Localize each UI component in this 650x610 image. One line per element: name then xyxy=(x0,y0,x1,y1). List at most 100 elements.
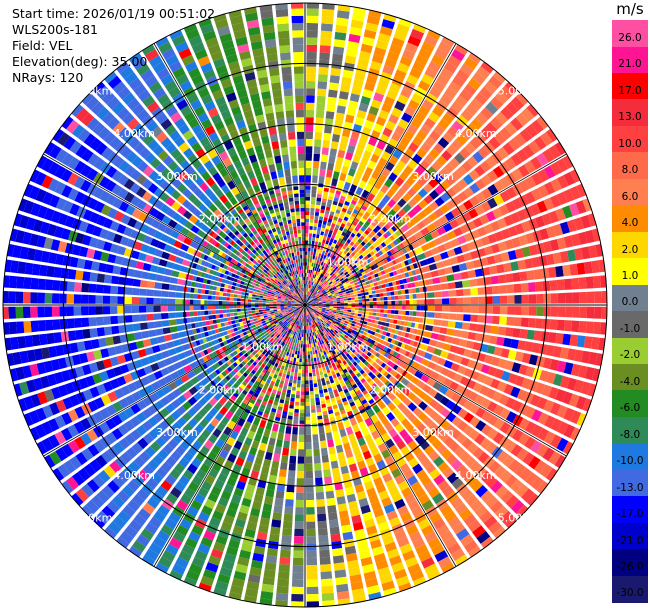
velocity-gate xyxy=(338,330,343,335)
velocity-gate xyxy=(179,518,193,530)
velocity-gate xyxy=(305,146,313,154)
velocity-gate xyxy=(254,456,263,466)
velocity-gate xyxy=(346,395,352,401)
velocity-gate xyxy=(260,358,265,363)
velocity-gate xyxy=(318,352,322,357)
velocity-gate xyxy=(159,407,170,418)
velocity-gate xyxy=(332,341,337,346)
velocity-gate xyxy=(360,226,366,232)
velocity-gate xyxy=(316,230,321,235)
velocity-gate xyxy=(328,261,333,266)
velocity-gate xyxy=(472,525,486,539)
velocity-gate xyxy=(357,290,362,294)
velocity-gate xyxy=(372,404,381,414)
velocity-gate xyxy=(237,511,248,522)
velocity-gate xyxy=(357,57,370,68)
velocity-gate xyxy=(387,209,397,218)
velocity-gate xyxy=(305,273,307,277)
velocity-gate xyxy=(557,175,569,189)
velocity-gate xyxy=(417,80,431,92)
velocity-gate xyxy=(305,298,307,303)
velocity-gate xyxy=(442,343,452,351)
velocity-gate xyxy=(144,548,159,561)
velocity-gate xyxy=(537,412,549,426)
velocity-gate xyxy=(316,267,319,272)
velocity-gate xyxy=(357,238,363,244)
velocity-gate xyxy=(351,212,357,218)
velocity-gate xyxy=(250,321,255,326)
velocity-gate xyxy=(93,349,103,360)
velocity-gate xyxy=(343,296,348,299)
velocity-gate xyxy=(448,290,457,297)
velocity-gate xyxy=(400,87,413,99)
velocity-gate xyxy=(342,330,347,335)
velocity-gate xyxy=(92,474,106,488)
velocity-gate xyxy=(309,273,312,278)
velocity-gate xyxy=(521,246,531,258)
velocity-gate xyxy=(272,324,276,328)
velocity-gate xyxy=(132,540,146,553)
velocity-gate xyxy=(453,246,463,255)
velocity-gate xyxy=(299,306,303,310)
velocity-gate xyxy=(354,310,359,314)
velocity-gate xyxy=(253,366,259,372)
velocity-gate xyxy=(181,544,195,556)
velocity-gate xyxy=(144,347,154,356)
velocity-gate xyxy=(248,316,253,320)
velocity-gate xyxy=(163,357,173,366)
velocity-gate xyxy=(483,276,492,286)
velocity-gate xyxy=(80,432,92,446)
velocity-gate xyxy=(293,543,304,551)
velocity-gate xyxy=(332,295,336,298)
velocity-gate xyxy=(312,274,315,278)
velocity-gate xyxy=(429,468,441,480)
velocity-gate xyxy=(296,308,300,312)
velocity-gate xyxy=(163,374,174,384)
velocity-gate xyxy=(386,237,393,244)
velocity-gate xyxy=(513,133,527,147)
velocity-gate xyxy=(77,467,91,482)
velocity-gate xyxy=(314,299,318,302)
velocity-gate xyxy=(348,206,354,212)
velocity-gate xyxy=(380,270,386,275)
velocity-gate xyxy=(301,311,303,315)
velocity-gate xyxy=(324,295,329,298)
velocity-gate xyxy=(337,4,351,12)
velocity-gate xyxy=(297,372,301,377)
velocity-gate xyxy=(451,337,461,346)
velocity-gate xyxy=(306,22,319,31)
velocity-gate xyxy=(355,343,360,348)
velocity-gate xyxy=(330,258,334,263)
velocity-gate xyxy=(334,369,339,374)
velocity-gate xyxy=(299,358,302,363)
velocity-gate xyxy=(349,401,356,407)
velocity-gate xyxy=(23,396,35,410)
velocity-gate xyxy=(392,149,403,160)
velocity-gate xyxy=(303,311,305,316)
velocity-gate xyxy=(310,207,315,212)
velocity-gate xyxy=(336,342,341,347)
velocity-gate xyxy=(367,287,372,292)
velocity-gate xyxy=(375,379,381,385)
velocity-gate xyxy=(315,288,319,292)
velocity-gate xyxy=(287,477,295,486)
velocity-gate xyxy=(381,151,391,161)
velocity-gate xyxy=(517,259,527,270)
velocity-gate xyxy=(326,202,332,208)
velocity-gate xyxy=(305,240,308,245)
velocity-gate xyxy=(308,287,310,292)
velocity-gate xyxy=(323,217,328,222)
velocity-gate xyxy=(267,314,271,317)
velocity-gate xyxy=(394,295,399,300)
velocity-gate xyxy=(306,15,319,24)
velocity-gate xyxy=(219,342,225,347)
velocity-gate xyxy=(563,171,576,186)
velocity-gate xyxy=(426,377,436,387)
velocity-gate xyxy=(249,335,254,340)
velocity-gate xyxy=(278,331,283,336)
velocity-gate xyxy=(296,321,299,325)
velocity-gate xyxy=(360,217,366,224)
velocity-gate xyxy=(344,380,350,385)
velocity-gate xyxy=(345,391,351,397)
velocity-gate xyxy=(281,312,286,315)
